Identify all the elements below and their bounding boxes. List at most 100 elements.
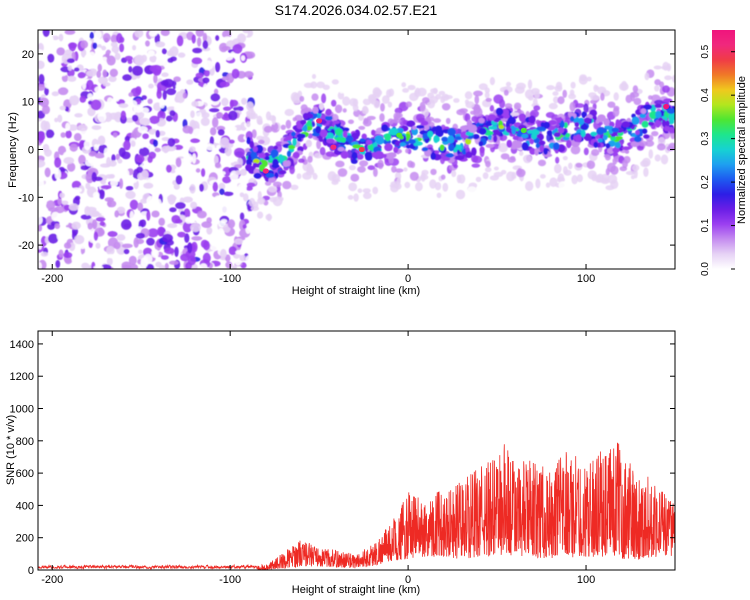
spectrogram-cell [554,85,563,92]
y-tick-label: 1000 [10,404,34,416]
spectrogram-cell [409,171,419,181]
spectrogram-cell [359,138,366,143]
spectrogram-cell [302,172,312,180]
spectrogram-cell [232,44,243,54]
spectrogram-cell [186,79,194,85]
spectrogram-cell [422,97,430,104]
spectrogram-cell [278,170,287,175]
spectrogram-cell [545,112,555,118]
spectrogram-cell [543,148,548,155]
spectrogram-cell [81,252,92,261]
spectrogram-cell [103,112,113,123]
x-tick-label: -100 [219,273,241,285]
spectrogram-cell [51,91,60,97]
spectrogram-cell [141,54,148,63]
spectrogram-cell [155,261,162,268]
spectrogram-cell [54,157,62,168]
spectrogram-cell [106,257,113,266]
spectrogram-cell [106,245,115,256]
spectrogram-cell [553,96,559,104]
spectrogram-cell [603,154,611,158]
spectrogram-cell [465,137,472,145]
y-tick-label: 800 [16,436,34,448]
spectrogram-cell [562,156,568,161]
spectrogram-cell [239,192,245,198]
colorbar-tick-label: 0.5 [700,44,711,58]
spectrogram-cell [297,137,302,142]
spectrogram-cell [173,76,181,82]
colorbar-tick-label: 0.3 [700,131,711,145]
spectrogram-cell [578,75,588,85]
spectrogram-cell [285,119,292,129]
spectrogram-cell [175,157,182,168]
spectrogram-cell [268,177,276,183]
spectrogram-cell [242,30,251,34]
spectrogram-cell [235,250,245,255]
spectrogram-cell [471,147,477,156]
spectrogram-cell [553,142,560,151]
spectrogram-cell [337,91,345,100]
spectrogram-cell [44,148,52,157]
spectrogram-cell [504,103,513,109]
spectrogram-peak [520,127,527,133]
spectrogram-cell [616,188,624,195]
spectrogram-cell [147,98,153,105]
spectrogram-cell [116,234,126,241]
spectrogram-cell [342,130,348,138]
spectrogram-cell [92,219,98,230]
spectrogram-cell [65,122,71,131]
spectrogram-cell [372,186,379,195]
y-tick-label: 10 [22,97,34,109]
spectrogram-cell [283,137,289,143]
spectrogram-cell [602,128,608,134]
spectrogram-cell [442,157,451,161]
spectrogram-cell [405,101,412,108]
spectrogram-cell [331,99,337,107]
spectrogram-cell [102,69,108,78]
spectrogram-cell [548,102,558,110]
spectrogram-cell [575,103,585,108]
spectrogram-cell [654,85,660,92]
spectrogram-cell [249,140,255,149]
spectrogram-cell [402,88,410,93]
spectrogram-cell [441,136,449,142]
spectrogram-cell [451,170,457,178]
spectrogram-cell [415,113,425,122]
spectrogram-cell [566,140,572,149]
spectrogram-cell [110,41,118,48]
spectrogram-cell [345,135,354,143]
spectrogram-cell [175,83,183,90]
spectrogram-cell [94,30,102,40]
spectrogram-cell [114,210,119,218]
spectrogram-cell [67,162,76,172]
spectrogram-cell [74,113,83,118]
spectrogram-cell [232,265,237,269]
spectrogram-cell [116,33,123,44]
spectrogram-cell [671,74,675,83]
spectrogram-cell [493,134,498,143]
spectrogram-cell [528,115,536,124]
spectrogram-cell [137,259,142,265]
spectrogram-cell [352,144,361,149]
spectrogram-cell [434,150,440,155]
spectrogram-cell [115,153,120,161]
spectrogram-cell [603,118,611,126]
spectrogram-cell [161,165,167,175]
spectrogram-cell [613,92,619,101]
spectrogram-cell [266,213,272,222]
spectrogram-cell [540,174,546,179]
spectrogram-cell [586,160,596,170]
spectrogram-cell [234,238,243,245]
spectrogram-cell [319,147,326,156]
spectrogram-cell [221,76,230,81]
spectrogram-cell [373,167,378,177]
spectrogram-cell [570,81,576,89]
spectrogram-cell [632,85,639,93]
spectrogram-cell [363,192,372,200]
spectrogram-cell [574,122,580,127]
spectrogram-cell [245,164,252,172]
spectrogram-cell [65,183,71,190]
spectrogram-cell [167,175,177,182]
spectrogram-cell [176,35,184,47]
spectrogram-cell [190,138,201,143]
